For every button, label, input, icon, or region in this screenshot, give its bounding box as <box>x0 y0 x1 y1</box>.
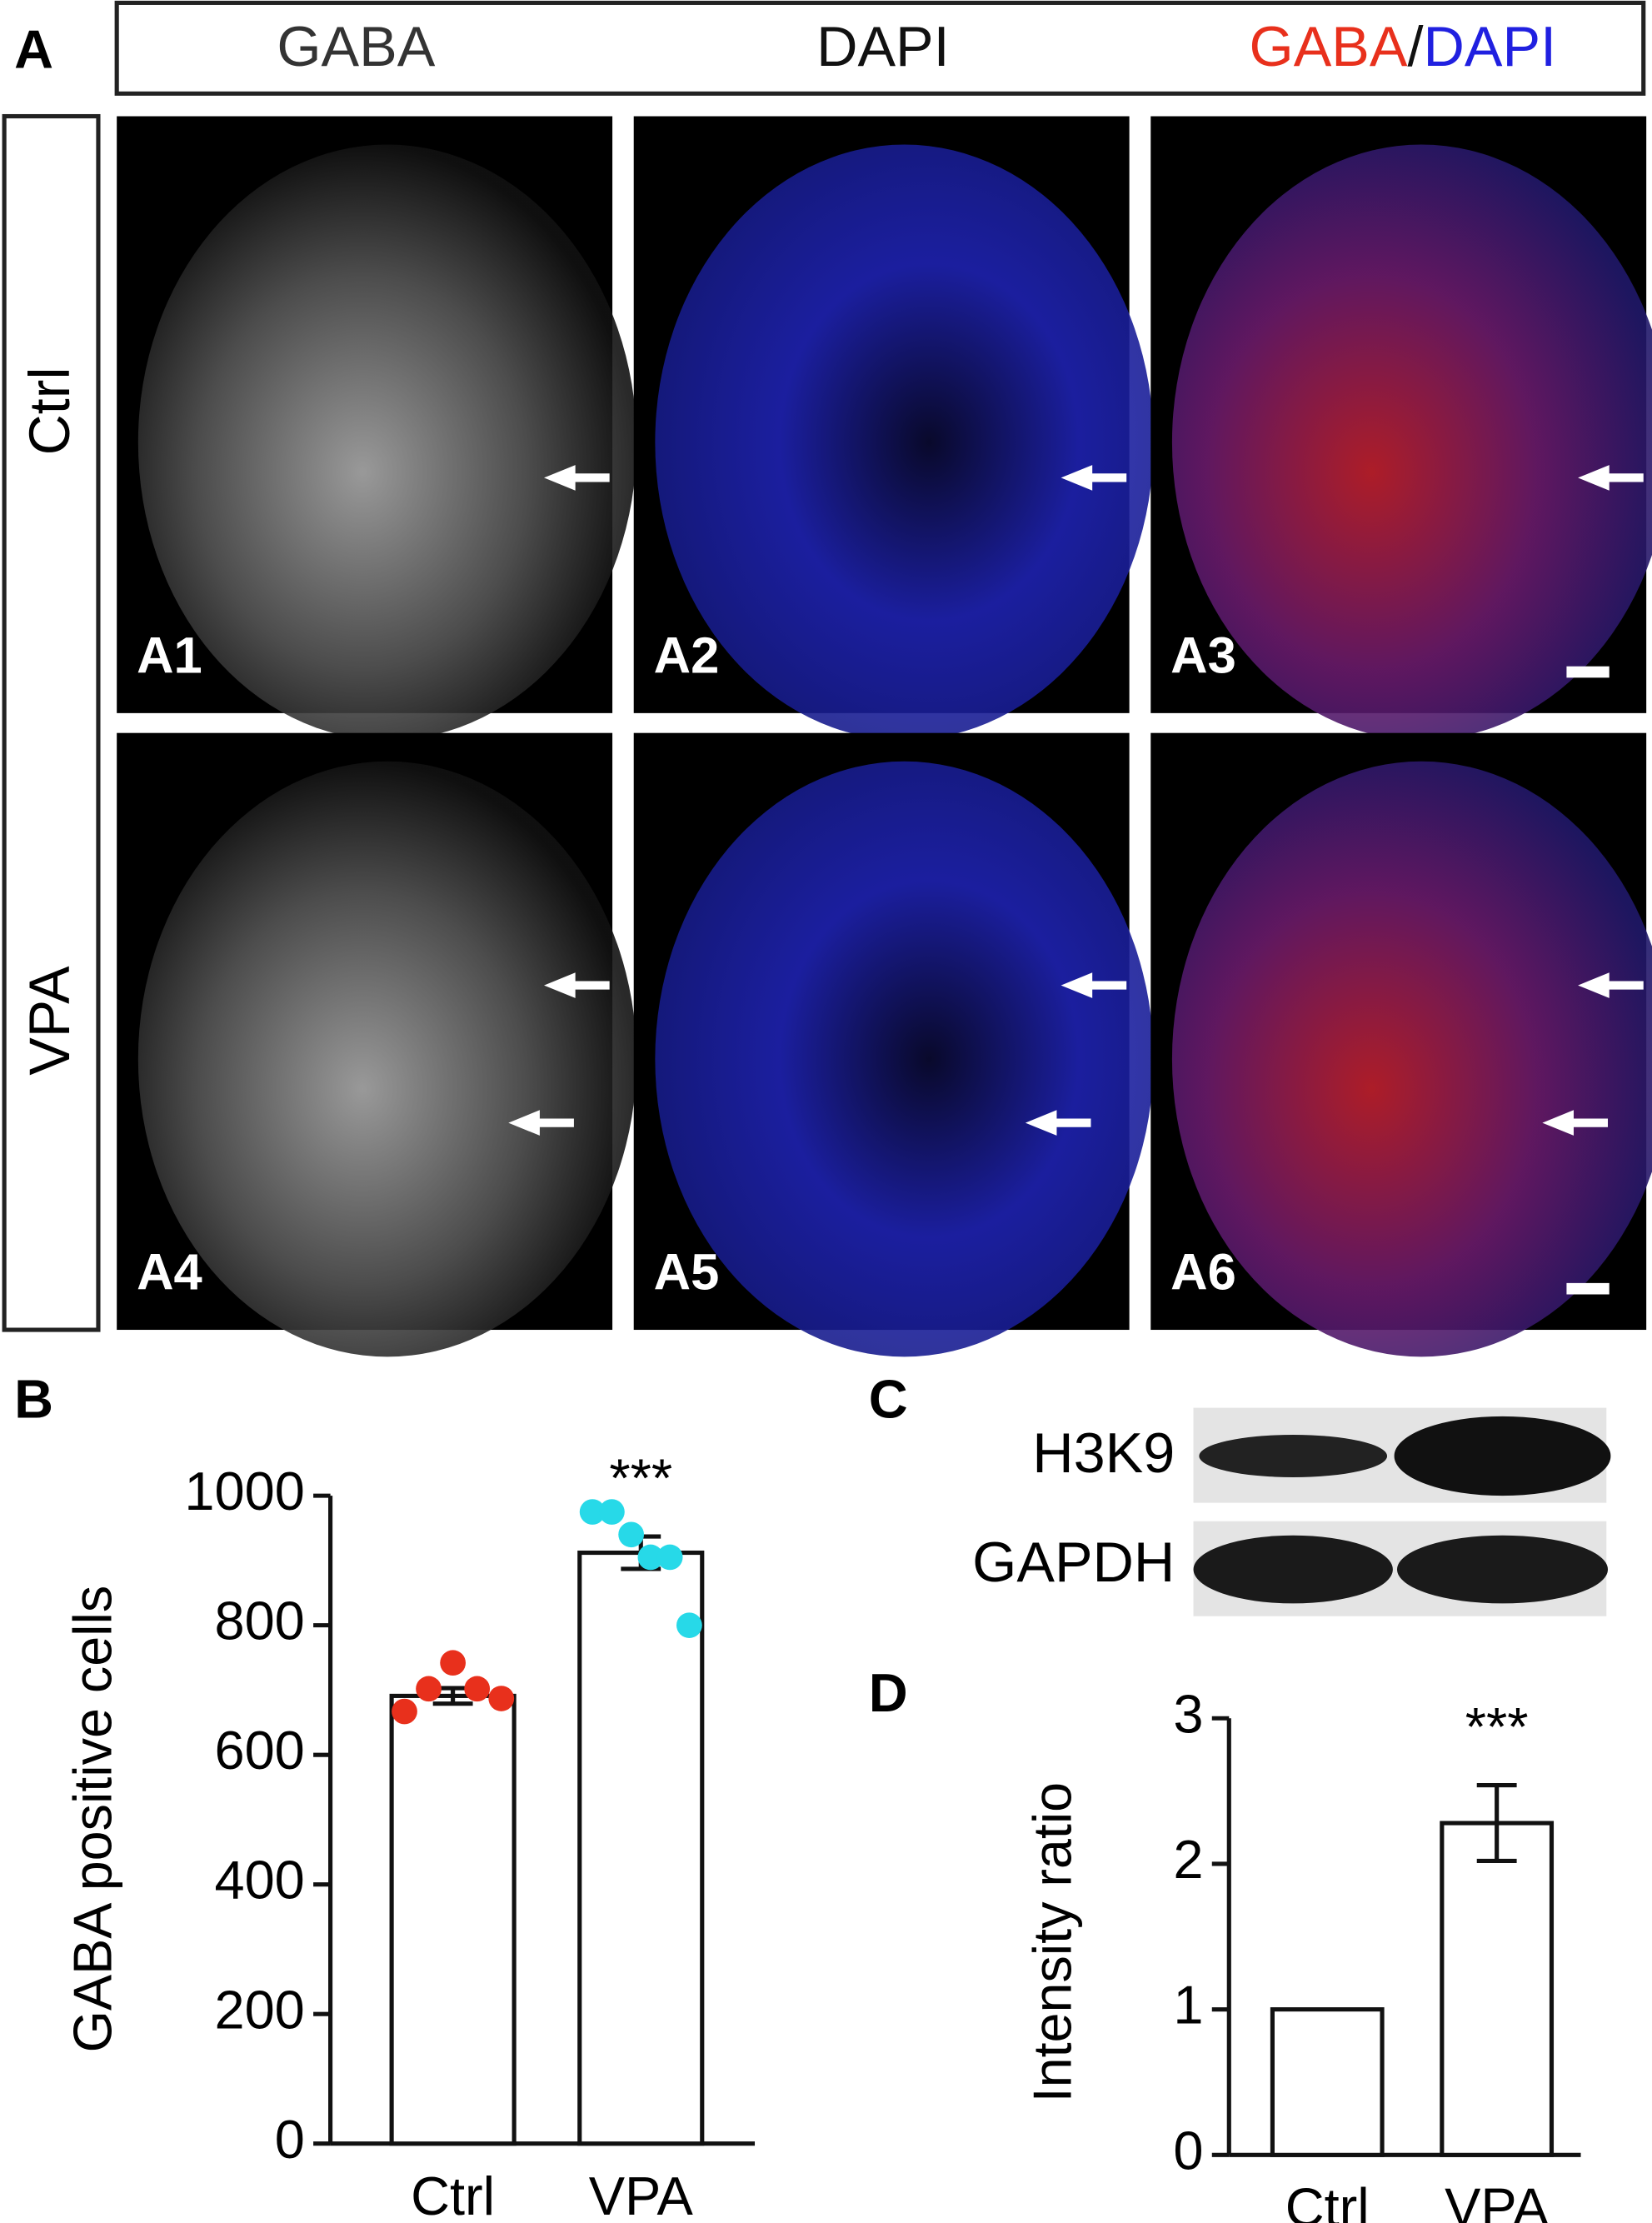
panel-label: C <box>869 1369 908 1430</box>
tissue <box>1171 144 1652 741</box>
significance: *** <box>609 1448 672 1509</box>
image-label: A4 <box>137 1244 202 1301</box>
arrow <box>1578 972 1644 998</box>
data-point <box>656 1544 683 1571</box>
arrow <box>1025 1110 1091 1136</box>
scale-bar <box>1566 666 1610 678</box>
y-tick-label: 0 <box>275 2109 305 2170</box>
x-tick-label: VPA <box>1445 2177 1550 2223</box>
arrow <box>544 465 610 491</box>
data-point <box>440 1650 467 1676</box>
y-tick-label: 200 <box>214 1979 304 2040</box>
image-label: A6 <box>1170 1244 1236 1301</box>
image-label: A5 <box>654 1244 720 1301</box>
data-point <box>637 1544 664 1571</box>
bar <box>1440 1821 1555 2157</box>
merge-sep: / <box>1408 15 1424 78</box>
arrow <box>508 1110 574 1136</box>
row-box <box>2 113 101 1332</box>
x-tick-label: Ctrl <box>1285 2177 1370 2223</box>
y-tick-label: 0 <box>1173 2121 1203 2181</box>
image-label: A2 <box>654 627 720 685</box>
blot-label: H3K9 <box>1032 1421 1175 1485</box>
band <box>1394 1416 1611 1496</box>
band <box>1199 1434 1388 1477</box>
tissue <box>137 761 637 1357</box>
tissue <box>1171 761 1652 1357</box>
header-merge: GABA/DAPI <box>1250 15 1557 78</box>
x-tick-label: Ctrl <box>411 2166 495 2223</box>
arrow <box>1578 465 1644 491</box>
tissue <box>137 144 637 741</box>
arrow <box>1061 465 1127 491</box>
bar <box>389 1693 517 2146</box>
image-label: A1 <box>137 627 202 685</box>
bar <box>577 1550 705 2146</box>
merge-blue: DAPI <box>1424 15 1557 78</box>
y-tick-label: 800 <box>214 1591 304 1651</box>
y-tick-label: 400 <box>214 1850 304 1911</box>
row-label: Ctrl <box>18 367 82 456</box>
band <box>1193 1535 1393 1604</box>
image-label: A3 <box>1170 627 1236 685</box>
data-point <box>618 1521 645 1548</box>
blot <box>1193 1407 1611 1616</box>
tissue <box>655 144 1154 741</box>
data-point <box>599 1499 625 1525</box>
panel-label: A <box>14 19 53 80</box>
blot-label: GAPDH <box>972 1531 1175 1594</box>
significance: *** <box>1465 1696 1529 1757</box>
panel-label: B <box>14 1369 53 1430</box>
arrow <box>1061 972 1127 998</box>
data-point <box>676 1612 702 1638</box>
y-tick-label: 1000 <box>184 1461 304 1521</box>
data-point <box>488 1686 515 1711</box>
row-label: VPA <box>18 966 82 1076</box>
merge-red: GABA <box>1250 15 1409 78</box>
data-point <box>392 1698 417 1725</box>
header-box <box>114 0 1646 96</box>
y-axis-label: GABA positive cells <box>62 1586 122 2053</box>
panel-label: D <box>869 1662 908 1723</box>
y-axis-label: Intensity ratio <box>1021 1782 1082 2102</box>
arrow <box>544 972 610 998</box>
y-tick-label: 2 <box>1173 1829 1203 1890</box>
data-point <box>416 1676 442 1702</box>
scale-bar <box>1566 1282 1610 1295</box>
x-tick-label: VPA <box>589 2166 694 2223</box>
y-tick-label: 600 <box>214 1720 304 1781</box>
y-tick-label: 1 <box>1173 1975 1203 2036</box>
tissue <box>655 761 1154 1357</box>
data-point <box>579 1499 606 1525</box>
header-label: DAPI <box>816 15 950 78</box>
data-point <box>464 1676 491 1702</box>
band <box>1397 1535 1609 1604</box>
bar <box>1270 2007 1385 2157</box>
header-label: GABA <box>277 15 436 78</box>
y-tick-label: 3 <box>1173 1683 1203 1744</box>
arrow <box>1542 1110 1609 1136</box>
